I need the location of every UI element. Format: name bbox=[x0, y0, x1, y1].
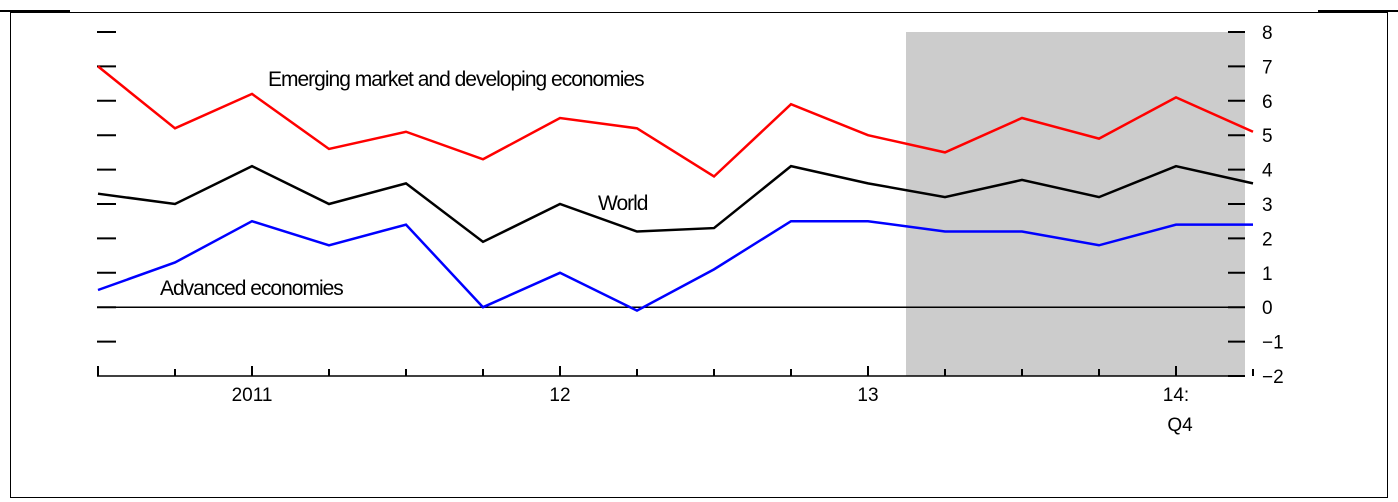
series-line-2 bbox=[97, 219, 1253, 313]
top-border-left bbox=[0, 10, 70, 12]
x-tick-sublabel: Q4 bbox=[1167, 415, 1193, 436]
y-tick-label: 4 bbox=[1262, 161, 1273, 182]
top-border-right bbox=[1318, 10, 1398, 12]
x-tick-label: 2011 bbox=[232, 385, 273, 406]
projection-shaded-region-layer bbox=[906, 32, 1245, 376]
series-label-1: World bbox=[598, 192, 648, 215]
y-tick-label: 2 bbox=[1262, 229, 1273, 250]
y-tick-label: 0 bbox=[1262, 298, 1273, 319]
x-tick-label: 12 bbox=[549, 385, 570, 406]
y-tick-label: 7 bbox=[1262, 57, 1273, 78]
y-tick-label: 6 bbox=[1262, 92, 1273, 113]
series-labels-layer: Emerging market and developing economies… bbox=[160, 68, 649, 300]
y-tick-label: 3 bbox=[1262, 195, 1273, 216]
x-tick-label: 14: bbox=[1163, 385, 1189, 406]
series-line-0 bbox=[97, 65, 1254, 179]
chart-frame bbox=[10, 12, 1388, 498]
series-label-0: Emerging market and developing economies bbox=[268, 68, 644, 91]
y-tick-label: 1 bbox=[1262, 264, 1273, 285]
series-layer bbox=[97, 65, 1254, 313]
y-tick-label: −2 bbox=[1262, 367, 1284, 388]
y-tick-label: 8 bbox=[1262, 23, 1273, 44]
projection-shaded-region bbox=[906, 32, 1245, 376]
axes-layer: 8 7 6 5 4 3 2 1 0 −1 −2 2011 12 13 14: Q4 bbox=[97, 23, 1284, 436]
y-tick-label: 5 bbox=[1262, 126, 1273, 147]
series-line-1 bbox=[97, 164, 1254, 244]
series-label-2: Advanced economies bbox=[160, 277, 343, 300]
x-tick-label: 13 bbox=[857, 385, 878, 406]
y-tick-label: −1 bbox=[1262, 333, 1284, 354]
